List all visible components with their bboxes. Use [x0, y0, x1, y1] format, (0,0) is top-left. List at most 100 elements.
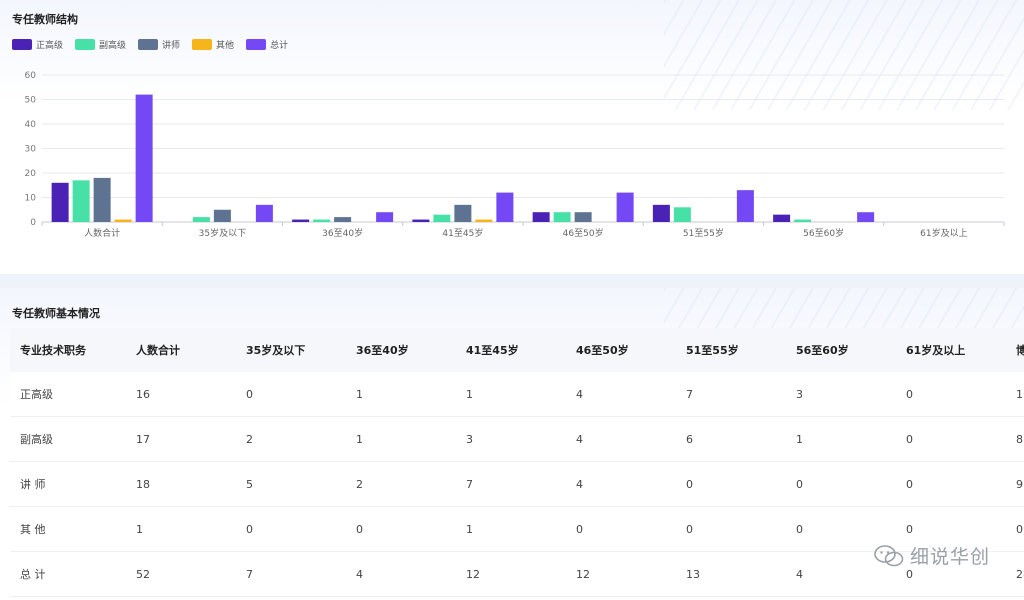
table-cell: 0 — [676, 506, 786, 552]
table-cell: 副高级 — [10, 416, 126, 462]
bar — [72, 180, 90, 222]
table-cell: 其 他 — [10, 506, 126, 552]
table-cell: 0 — [236, 506, 346, 552]
table-row: 讲 师 18 5 2 7 4 0 0 0 9 — [10, 461, 1024, 507]
legend-item[interactable]: 副高级 — [75, 38, 126, 51]
bar — [412, 219, 430, 222]
legend-label: 其他 — [216, 41, 235, 51]
table-cell: 总 计 — [10, 551, 126, 597]
column-header: 35岁及以下 — [236, 328, 346, 372]
legend-swatch — [246, 39, 267, 50]
column-header: 41至45岁 — [456, 328, 566, 372]
table-cell: 1 — [456, 372, 566, 417]
bar — [475, 219, 493, 222]
x-tick-label: 46至50岁 — [563, 227, 604, 239]
legend-swatch — [12, 39, 32, 50]
x-tick-label: 36至40岁 — [322, 227, 363, 239]
bar — [313, 219, 331, 222]
table-row: 总 计52741212134028 — [10, 551, 1024, 597]
table-cell: 4 — [566, 416, 676, 462]
table-header-row: 专业技术职务 人数合计 35岁及以下 36至40岁 41至45岁 46至50岁 51至55岁… — [10, 328, 1024, 372]
x-tick-label: 41至45岁 — [442, 227, 483, 239]
table-cell: 52 — [126, 551, 236, 597]
bar — [673, 207, 691, 222]
table-cell: 0 — [566, 506, 676, 552]
table-cell: 0 — [346, 506, 456, 552]
table-cell: 4 — [566, 461, 676, 507]
watermark: 细说华创 — [874, 542, 990, 569]
table-cell: 1 — [456, 506, 566, 552]
y-tick-label: 20 — [25, 169, 37, 179]
table-cell: 4 — [346, 551, 456, 597]
column-header: 46至50岁 — [566, 328, 676, 372]
table-cell: 0 — [896, 461, 1006, 507]
bar — [292, 219, 310, 222]
bar — [334, 217, 352, 222]
column-header: 36至40岁 — [346, 328, 456, 372]
bar — [553, 212, 571, 222]
column-header: 61岁及以上 — [896, 328, 1006, 372]
bar — [433, 214, 451, 222]
y-tick-label: 30 — [25, 145, 37, 155]
bar — [496, 192, 514, 222]
legend-item[interactable]: 讲师 — [138, 38, 180, 51]
table-cell: 讲 师 — [10, 461, 126, 507]
table-cell: 0 — [676, 461, 786, 507]
legend-item[interactable]: 其他 — [192, 38, 234, 51]
y-tick-label: 60 — [25, 71, 37, 81]
table-cell: 12 — [566, 551, 676, 597]
legend-item[interactable]: 正高级 — [12, 38, 63, 51]
chart-legend: 正高级 副高级 讲师 其他 总计 — [12, 38, 300, 51]
bar — [857, 212, 875, 222]
column-header: 56至60岁 — [786, 328, 896, 372]
table-cell: 1 — [126, 506, 236, 552]
table-cell: 5 — [236, 461, 346, 507]
bar — [192, 217, 210, 222]
table-cell: 0 — [896, 416, 1006, 462]
table-cell: 0 — [896, 506, 1006, 552]
y-tick-label: 40 — [25, 120, 37, 130]
table-cell: 13 — [676, 551, 786, 597]
table-cell: 7 — [676, 372, 786, 417]
legend-swatch — [75, 39, 96, 50]
table-cell: 正高级 — [10, 372, 126, 417]
bar — [736, 190, 754, 222]
table-cell: 4 — [566, 372, 676, 417]
table-cell: 3 — [786, 372, 896, 417]
column-header: 专业技术职务 — [10, 328, 126, 372]
column-header: 人数合计 — [126, 328, 236, 372]
table-cell: 0 — [786, 506, 896, 552]
legend-item[interactable]: 总计 — [246, 38, 288, 51]
bar — [652, 204, 670, 222]
wechat-icon — [874, 544, 904, 566]
bar — [454, 204, 472, 222]
bar — [574, 212, 592, 222]
legend-label: 总计 — [270, 41, 289, 51]
column-header: 51至55岁 — [676, 328, 786, 372]
table-title: 专任教师基本情况 — [12, 307, 100, 320]
y-tick-label: 10 — [25, 194, 37, 204]
bar — [376, 212, 394, 222]
table-cell: 2 — [236, 416, 346, 462]
table-row: 正高级16011473011 — [10, 372, 1024, 417]
table-cell: 7 — [456, 461, 566, 507]
legend-swatch — [138, 39, 159, 50]
legend-label: 讲师 — [162, 41, 181, 51]
watermark-text: 细说华创 — [909, 546, 990, 568]
table-cell: 17 — [126, 416, 236, 462]
bar — [532, 212, 550, 222]
table-cell: 12 — [456, 551, 566, 597]
table-cell: 3 — [456, 416, 566, 462]
table-cell: 1 — [346, 416, 456, 462]
bar-chart: 0 10 20 30 40 50 60 人数合计 35岁及以下 36至40岁 41至45岁 46至50… — [25, 71, 1005, 239]
table-cell: 0 — [896, 372, 1006, 417]
table-cell: 18 — [126, 461, 236, 507]
chart-panel: 专任教师结构 正高级 副高级 讲师 其他 总计 0 10 20 30 40 50 60 人数合计 35岁… — [0, 0, 1024, 274]
table-cell: 0 — [786, 461, 896, 507]
bar — [93, 177, 111, 222]
chart-title: 专任教师结构 — [12, 13, 78, 26]
x-tick-label: 56至60岁 — [803, 227, 844, 239]
table-cell: 0 — [896, 551, 1006, 597]
bar — [616, 192, 634, 222]
